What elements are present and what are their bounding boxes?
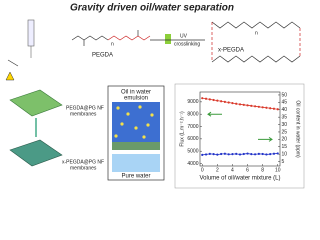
voltage [7,59,19,67]
membrane-label: x-PEGDA@PG NF [62,159,104,165]
uv-label: UV [180,33,188,39]
point [276,152,279,155]
point [257,152,260,155]
pure-water [112,154,160,172]
point [212,153,215,156]
point [204,97,208,100]
point [250,104,253,107]
point [246,152,249,155]
point [216,153,219,156]
point [257,105,260,108]
x-axis-label: Volume of oil/water mixture (L) [199,176,280,182]
point [265,153,268,156]
y2-tick-label: 20 [282,137,288,143]
y2-axis-label: Oil content in water (ppm) [295,100,301,158]
x-tick-label: 0 [201,167,204,173]
y2-tick-label: 45 [282,100,288,106]
point [242,103,245,106]
point [201,153,204,156]
y-tick-label: 4000 [187,161,198,167]
chart-panel [174,83,305,189]
point [246,104,249,107]
point [231,102,234,105]
y-tick-label: 6000 [187,136,198,142]
pure-label: Pure water [121,174,150,180]
syringe [27,19,35,47]
repeat-unit: n [255,30,258,36]
emulsion [112,102,160,142]
point [231,153,234,156]
point [216,99,219,102]
membrane [112,142,160,150]
y2-tick-label: 40 [282,107,288,113]
membrane [9,89,63,117]
membrane [9,139,63,167]
y-tick-label: 8000 [187,112,198,118]
monomer-label: PEGDA [92,53,113,59]
point [212,98,215,102]
x-tick-label: 4 [231,167,234,173]
membrane-label: membranes [70,111,97,117]
point [238,153,242,156]
point [227,153,230,156]
y2-tick-label: 15 [282,144,288,150]
point [276,108,279,111]
repeat-unit: n [111,41,114,47]
point [272,107,276,110]
monomer-structure [71,30,151,46]
point [235,152,238,155]
product-label: x-PEGDA [218,48,244,54]
y-tick-label: 9000 [187,99,198,105]
point [235,102,238,105]
point [253,153,257,156]
point [238,103,242,106]
point [204,153,208,156]
uv-lamp [165,34,171,44]
point [269,153,272,156]
x-tick-label: 8 [261,167,264,173]
point [223,152,227,155]
y2-tick-label: 25 [282,129,288,135]
point [227,101,230,104]
y2-tick-label: 10 [282,151,288,157]
x-tick-label: 6 [246,167,249,173]
point [220,152,223,156]
oil-droplets [114,105,154,139]
arrow-label: crosslinking [174,41,200,47]
point [201,97,204,100]
y2-tick-label: 35 [282,114,288,120]
point [220,100,223,103]
y2-tick-label: 50 [282,92,288,98]
warning-icon [5,71,15,81]
product-structure [211,21,301,63]
y-tick-label: 5000 [187,149,198,155]
point [223,100,227,103]
point [250,153,253,156]
point [253,105,257,108]
x-tick-label: 2 [216,167,219,173]
point [265,106,268,109]
point [261,106,264,109]
membrane-label: PEGDA@PG NF [66,105,104,111]
axis-arrow [207,111,222,117]
point [208,98,211,101]
y2-tick-label: 30 [282,122,288,128]
point [269,107,272,110]
plot-area [199,91,281,167]
emulsion-label: emulsion [124,96,148,102]
point [261,152,264,156]
axis-arrow [258,136,273,142]
membrane-label: membranes [70,165,97,171]
emulsion-label: Oil in water [121,90,151,96]
y2-tick-label: 5 [282,159,285,165]
point [242,152,245,156]
point [208,152,211,155]
y-tick-label: 7000 [187,124,198,130]
graphical-abstract: Gravity driven oil/water separation n PE… [5,3,305,189]
point [272,152,276,155]
x-tick-label: 10 [275,167,281,173]
y-axis-label: Flux (L.m⁻².h⁻¹) [179,111,185,147]
title: Gravity driven oil/water separation [70,3,234,14]
